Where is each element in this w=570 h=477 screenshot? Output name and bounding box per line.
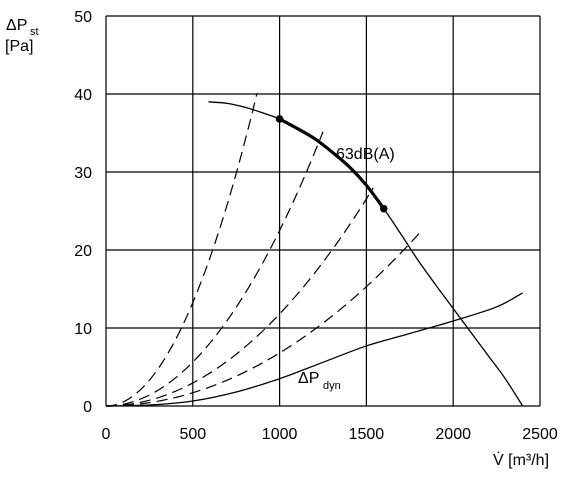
operating-point <box>275 115 284 123</box>
grid-lines <box>105 15 541 407</box>
y-tick-label: 20 <box>74 243 92 260</box>
x-tick-label: 2000 <box>435 426 471 443</box>
x-tick-label: 1000 <box>262 426 298 443</box>
y-axis-symbol: ΔP <box>6 17 27 34</box>
system-curve-line <box>105 131 324 407</box>
y-axis-unit: [Pa] <box>5 38 33 55</box>
x-axis-label: V̇ [m³/h] <box>493 451 549 469</box>
system-curve-line <box>105 187 374 407</box>
operating-range-label: 63dB(A) <box>336 146 395 163</box>
y-tick-label: 0 <box>83 399 92 416</box>
tick-labels: 0 500 1000 1500 2000 2500 0 10 20 30 40 50 <box>74 9 558 443</box>
x-tick-label: 500 <box>179 426 206 443</box>
dynamic-pressure-subscript: dyn <box>323 380 341 392</box>
chart-curves <box>105 92 524 407</box>
y-tick-label: 40 <box>74 87 92 104</box>
operating-range-curve <box>278 117 386 211</box>
y-tick-label: 10 <box>74 321 92 338</box>
dynamic-pressure-curve <box>105 292 523 407</box>
y-axis-subscript: st <box>30 26 39 38</box>
x-tick-label: 2500 <box>522 426 558 443</box>
operating-point <box>379 204 388 213</box>
system-curve-line <box>105 92 258 407</box>
y-tick-label: 50 <box>74 9 92 26</box>
dynamic-pressure-symbol: ΔP <box>298 370 319 387</box>
x-tick-label: 0 <box>102 426 111 443</box>
x-tick-label: 1500 <box>349 426 385 443</box>
system-curve-line <box>105 229 423 407</box>
y-tick-label: 30 <box>74 165 92 182</box>
